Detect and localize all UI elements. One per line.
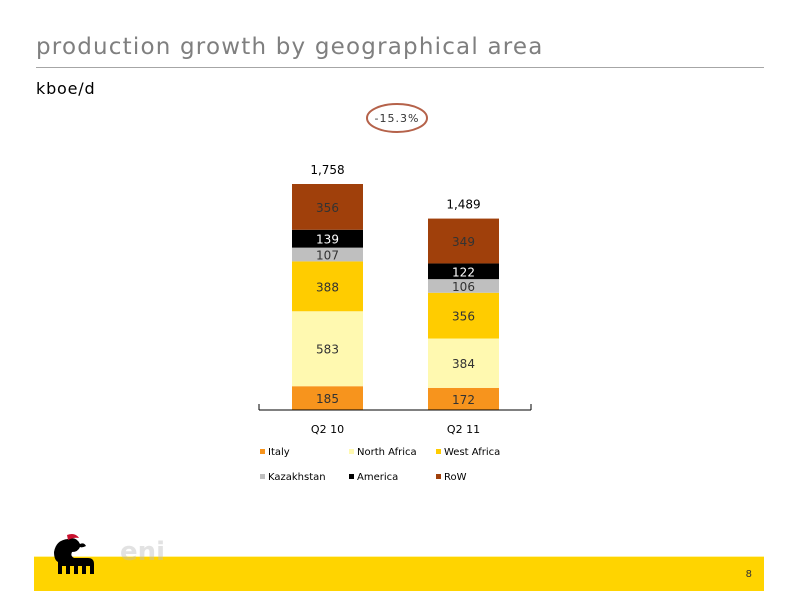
data-label-italy-q2-10: 185	[316, 392, 339, 406]
data-label-west-africa-q2-11: 356	[452, 310, 475, 324]
data-label-row-q2-11: 349	[452, 235, 475, 249]
eni-wordmark-text: eni	[120, 537, 165, 567]
legend-label-north-africa: North Africa	[357, 447, 417, 458]
total-label-q2-11: 1,489	[446, 198, 480, 212]
six-legged-dog-icon	[54, 534, 94, 574]
data-label-north-africa-q2-11: 384	[452, 357, 475, 371]
legend-label-row: RoW	[444, 472, 467, 483]
change-oval	[366, 103, 428, 133]
legend-swatch-north-africa	[349, 449, 354, 454]
bar-italy-q2-10	[292, 386, 363, 410]
bar-north-africa-q2-11	[428, 338, 499, 388]
bar-row-q2-11	[428, 218, 499, 264]
data-label-north-africa-q2-10: 583	[316, 343, 339, 357]
eni-wordmark: eni	[120, 537, 165, 567]
legend-label-west-africa: West Africa	[444, 447, 500, 458]
data-label-kazakhstan-q2-11: 106	[452, 280, 475, 294]
legend-swatch-row	[436, 474, 441, 479]
legend-swatch-italy	[260, 449, 265, 454]
data-label-america-q2-11: 122	[452, 265, 475, 279]
change-label: -15.3%	[375, 112, 420, 125]
x-tick-label-q2-11: Q2 11	[447, 423, 480, 436]
slide-title: production growth by geographical area	[36, 34, 544, 60]
legend-swatch-america	[349, 474, 354, 479]
legend-label-america: America	[357, 472, 398, 483]
title-divider	[36, 67, 764, 68]
data-label-italy-q2-11: 172	[452, 393, 475, 407]
bar-west-africa-q2-10	[292, 261, 363, 312]
bar-italy-q2-11	[428, 387, 499, 410]
unit-label: kboe/d	[36, 79, 96, 98]
legend-swatch-kazakhstan	[260, 474, 265, 479]
data-label-america-q2-10: 139	[316, 233, 339, 247]
data-label-west-africa-q2-10: 388	[316, 280, 339, 294]
page-number: 8	[745, 569, 752, 580]
footer-band	[34, 557, 764, 591]
bar-west-africa-q2-11	[428, 292, 499, 339]
bar-north-africa-q2-10	[292, 311, 363, 387]
legend-label-italy: Italy	[268, 447, 290, 458]
total-label-q2-10: 1,758	[310, 163, 344, 177]
bar-row-q2-10	[292, 184, 363, 230]
legend-label-kazakhstan: Kazakhstan	[268, 472, 326, 483]
data-label-row-q2-10: 356	[316, 201, 339, 215]
bar-kazakhstan-q2-11	[428, 279, 499, 293]
x-tick-label-q2-10: Q2 10	[311, 423, 344, 436]
bar-america-q2-10	[292, 229, 363, 248]
eni-logo: eni	[54, 534, 165, 574]
data-label-kazakhstan-q2-10: 107	[316, 249, 339, 263]
bar-america-q2-11	[428, 263, 499, 280]
legend-swatch-west-africa	[436, 449, 441, 454]
bar-kazakhstan-q2-10	[292, 247, 363, 262]
